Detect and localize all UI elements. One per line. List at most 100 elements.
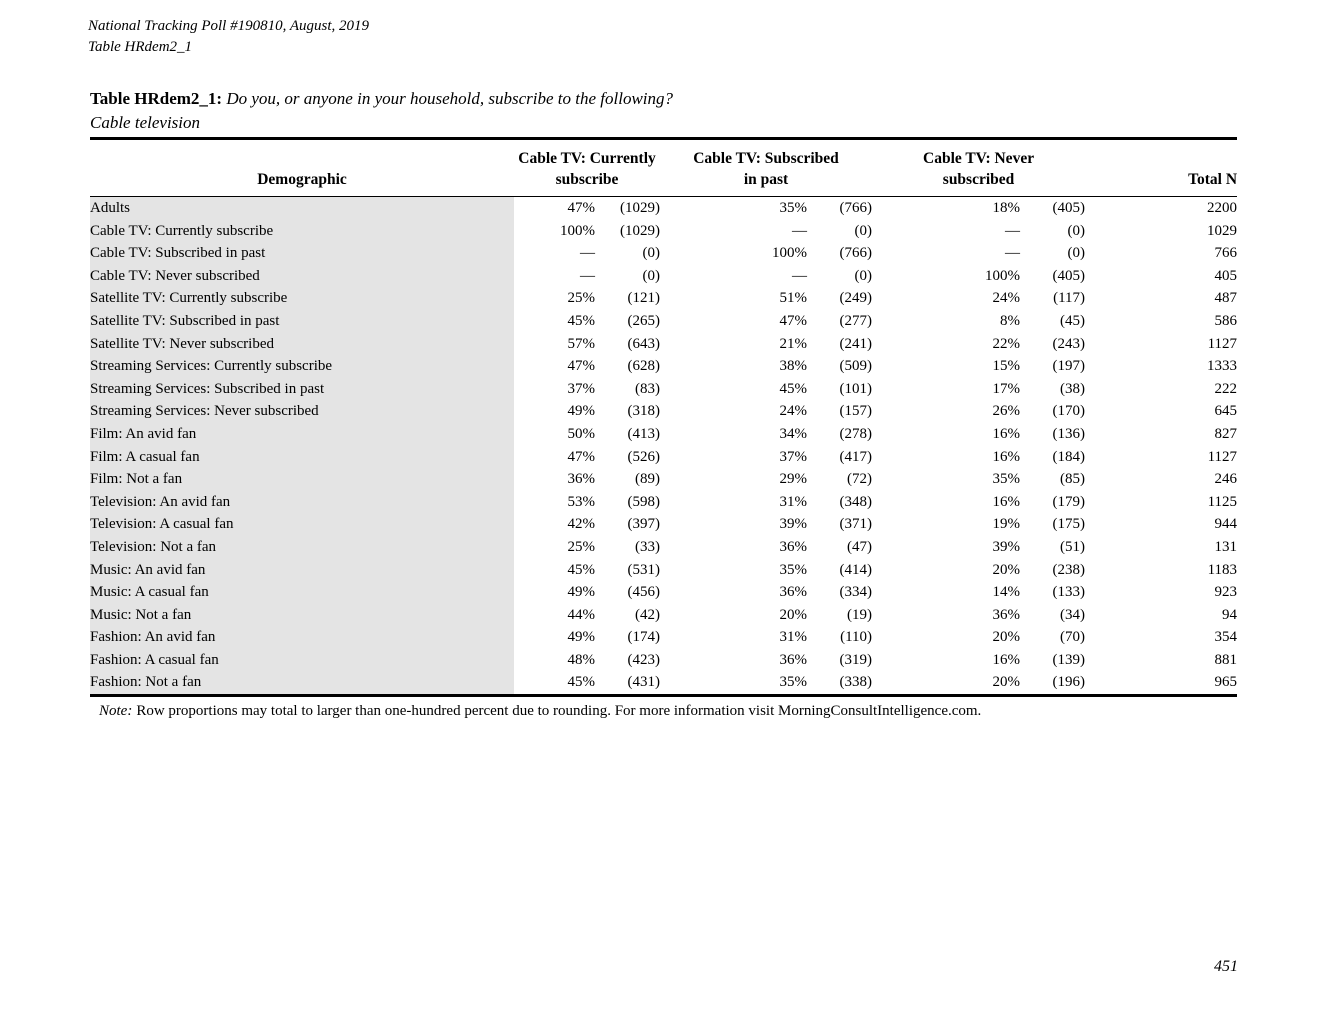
cell-pct: — [580, 245, 595, 262]
table-note: Note: Row proportions may total to larger… [99, 703, 1239, 720]
cell-pct: 47% [567, 358, 596, 375]
cell-n: (0) [642, 245, 661, 262]
cell-n: (265) [627, 312, 661, 329]
col-header-line: subscribed [942, 171, 1015, 188]
cell-pct: 35% [779, 200, 808, 216]
cell-pct: 48% [567, 651, 596, 668]
cell-pct: 20% [992, 629, 1021, 646]
cell-total: 2200 [1207, 200, 1238, 216]
cell-n: (628) [627, 358, 661, 375]
cell-n: (423) [627, 651, 661, 668]
cell-n: (319) [839, 651, 873, 668]
cell-total: 1127 [1207, 448, 1238, 465]
cell-n: (175) [1052, 516, 1086, 533]
col-header-line: subscribe [555, 171, 619, 188]
cell-n: (397) [627, 516, 661, 533]
cell-n: (456) [627, 584, 661, 601]
cell-total: 1183 [1207, 561, 1238, 578]
cell-n: (431) [627, 674, 661, 691]
cell-pct: 35% [779, 561, 808, 578]
table-row: Television: Not a fan 25% (33) 36% (47) 39% (5… [90, 535, 1237, 559]
cell-pct: 20% [992, 561, 1021, 578]
cell-n: (157) [839, 403, 873, 420]
cell-pct: 18% [992, 200, 1021, 216]
cell-total: 881 [1214, 651, 1238, 668]
cell-n: (243) [1052, 335, 1086, 352]
table-row: Fashion: A casual fan 48% (423) 36% (319) 16%… [90, 648, 1238, 672]
cell-n: (179) [1052, 493, 1086, 510]
cell-pct: 49% [567, 584, 596, 601]
col-header-demographic: Demographic [90, 138, 514, 197]
cell-n: (249) [839, 290, 873, 307]
cell-total: 1125 [1207, 493, 1238, 510]
table-row: Satellite TV: Subscribed in past 45% (265)… [90, 309, 1237, 333]
cell-n: (766) [839, 200, 873, 216]
row-label: Television: A casual fan [90, 513, 514, 536]
cell-pct: 36% [779, 538, 808, 555]
table-row: Cable TV: Never subscribed — (0) — (0) 100% (4… [90, 264, 1237, 288]
poll-name: National Tracking Poll #190810, August, … [88, 18, 369, 34]
col-header-never-subscribed: Cable TV: Never subscribed [872, 138, 1086, 197]
cell-n: (1029) [620, 222, 661, 239]
cell-pct: 36% [992, 606, 1021, 623]
cell-n: (45) [1060, 312, 1086, 329]
col-header-line: in past [743, 171, 789, 188]
cell-pct: — [792, 267, 808, 284]
cell-pct: — [1005, 222, 1021, 239]
table-row: Cable TV: Subscribed in past — (0) 100% (766… [90, 242, 1237, 265]
note-label: Note: [99, 703, 133, 719]
cell-n: (70) [1060, 629, 1086, 646]
col-header-subscribed-in-past: Cable TV: Subscribed in past [660, 138, 873, 197]
cell-n: (101) [839, 380, 873, 397]
cell-pct: 100% [560, 222, 595, 239]
table-title: Table HRdem2_1: Do you, or anyone in you… [90, 87, 673, 111]
cell-n: (42) [635, 606, 661, 623]
table-row: Adults 47% (1029) 35% (766) 18% (405) 2200 [90, 196, 1238, 220]
row-label: Television: Not a fan [90, 535, 514, 559]
cell-pct: 36% [779, 651, 808, 668]
cell-n: (598) [627, 493, 661, 510]
cell-pct: 100% [772, 245, 808, 262]
table-reference: Table HRdem2_1 [88, 39, 193, 55]
cell-n: (0) [642, 267, 661, 284]
cell-total: 354 [1214, 629, 1238, 646]
cell-pct: 45% [567, 312, 596, 329]
row-label: Music: A casual fan [90, 581, 514, 604]
row-label: Music: Not a fan [90, 603, 514, 627]
cell-pct: 100% [985, 267, 1021, 284]
cell-n: (19) [847, 606, 873, 623]
cell-pct: 47% [567, 200, 596, 216]
cell-n: (238) [1052, 561, 1086, 578]
cell-pct: 15% [992, 358, 1021, 375]
cell-pct: 19% [992, 516, 1021, 533]
table-title-label: Table HRdem2_1: [90, 89, 223, 108]
cell-n: (277) [839, 312, 873, 329]
table-header: Demographic Cable TV: Currently subscribe… [90, 138, 1238, 197]
cell-pct: 36% [567, 471, 596, 488]
cell-pct: 49% [567, 403, 596, 420]
cell-pct: 16% [992, 651, 1021, 668]
col-header-line: Cable TV: Never [923, 150, 1035, 167]
table-row: Film: Not a fan 36% (89) 29% (72) 35% (85) 246 [90, 468, 1237, 491]
header-row: Demographic Cable TV: Currently subscribe… [90, 138, 1238, 197]
cell-pct: 51% [779, 290, 808, 307]
table-title-block: Table HRdem2_1: Do you, or anyone in you… [90, 87, 673, 135]
cell-pct: 49% [567, 629, 596, 646]
page-number: 451 [1214, 958, 1238, 975]
row-label: Streaming Services: Currently subscribe [90, 355, 514, 378]
cell-pct: 16% [992, 493, 1021, 510]
cell-n: (643) [627, 335, 661, 352]
table-row: Television: An avid fan 53% (598) 31% (348) 1… [90, 490, 1238, 514]
table-row: Fashion: Not a fan 45% (431) 35% (338) 20% (19… [90, 671, 1237, 696]
cell-total: 222 [1214, 380, 1238, 397]
cell-n: (0) [1067, 245, 1086, 262]
cell-n: (83) [635, 380, 661, 397]
cell-pct: 39% [992, 538, 1021, 555]
cell-n: (405) [1052, 200, 1086, 216]
table-row: Music: Not a fan 44% (42) 20% (19) 36% (34) 94 [90, 603, 1237, 627]
col-header-line: Cable TV: Currently [518, 150, 656, 167]
cell-n: (34) [1060, 606, 1086, 623]
row-label: Adults [90, 196, 514, 220]
row-label: Film: An avid fan [90, 422, 514, 446]
cell-n: (85) [1060, 471, 1086, 488]
